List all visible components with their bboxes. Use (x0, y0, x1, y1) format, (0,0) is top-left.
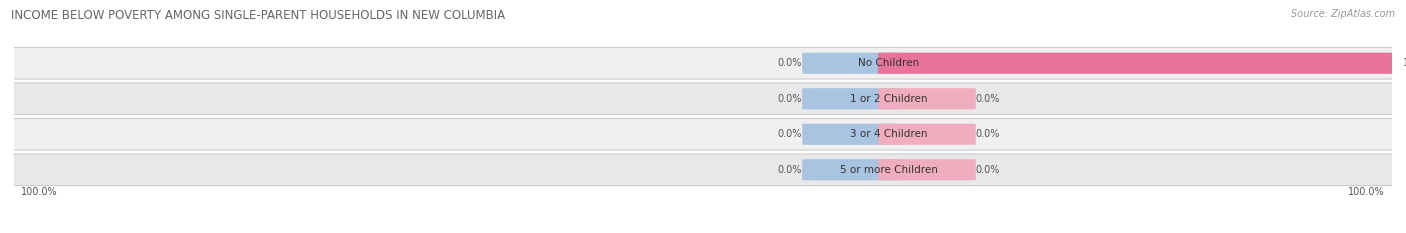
FancyBboxPatch shape (877, 53, 1403, 74)
FancyBboxPatch shape (877, 159, 976, 180)
Text: 100.0%: 100.0% (1403, 58, 1406, 68)
FancyBboxPatch shape (803, 124, 900, 145)
Text: 0.0%: 0.0% (976, 94, 1000, 104)
Text: 100.0%: 100.0% (1348, 187, 1385, 197)
FancyBboxPatch shape (0, 118, 1406, 150)
Text: 5 or more Children: 5 or more Children (839, 165, 938, 175)
FancyBboxPatch shape (0, 83, 1406, 115)
Text: 0.0%: 0.0% (778, 129, 803, 139)
Text: 1 or 2 Children: 1 or 2 Children (851, 94, 928, 104)
Text: 0.0%: 0.0% (778, 94, 803, 104)
Text: 100.0%: 100.0% (21, 187, 58, 197)
FancyBboxPatch shape (0, 48, 1406, 79)
Text: 0.0%: 0.0% (976, 129, 1000, 139)
FancyBboxPatch shape (877, 124, 976, 145)
FancyBboxPatch shape (803, 53, 900, 74)
Text: 0.0%: 0.0% (778, 58, 803, 68)
FancyBboxPatch shape (0, 154, 1406, 185)
Text: INCOME BELOW POVERTY AMONG SINGLE-PARENT HOUSEHOLDS IN NEW COLUMBIA: INCOME BELOW POVERTY AMONG SINGLE-PARENT… (11, 9, 505, 22)
FancyBboxPatch shape (803, 159, 900, 180)
FancyBboxPatch shape (803, 88, 900, 109)
FancyBboxPatch shape (877, 88, 976, 109)
Text: 0.0%: 0.0% (976, 165, 1000, 175)
Text: 3 or 4 Children: 3 or 4 Children (851, 129, 928, 139)
Text: 0.0%: 0.0% (778, 165, 803, 175)
Text: Source: ZipAtlas.com: Source: ZipAtlas.com (1291, 9, 1395, 19)
Text: No Children: No Children (859, 58, 920, 68)
